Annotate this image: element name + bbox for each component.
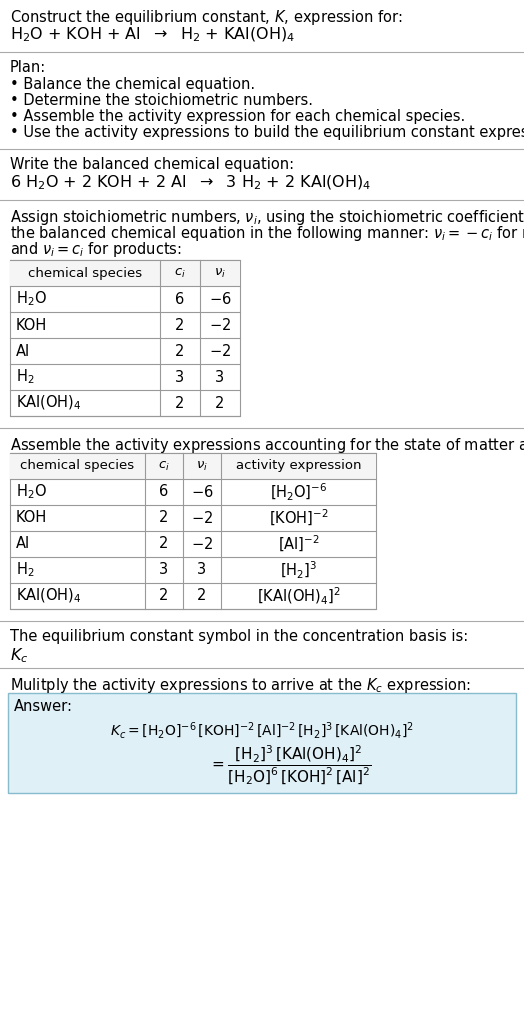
Text: $K_c$: $K_c$	[10, 646, 28, 665]
Text: chemical species: chemical species	[28, 266, 142, 280]
Text: KOH: KOH	[16, 318, 47, 333]
Text: The equilibrium constant symbol in the concentration basis is:: The equilibrium constant symbol in the c…	[10, 629, 468, 644]
Text: 2: 2	[176, 395, 184, 410]
Text: Answer:: Answer:	[14, 699, 73, 714]
Text: 3: 3	[176, 370, 184, 385]
Text: Mulitply the activity expressions to arrive at the $K_c$ expression:: Mulitply the activity expressions to arr…	[10, 676, 471, 695]
Text: 6: 6	[176, 292, 184, 306]
Text: $\nu_i$: $\nu_i$	[214, 266, 226, 280]
Text: 6: 6	[159, 485, 169, 499]
Text: Plan:: Plan:	[10, 60, 46, 75]
Text: [KAl(OH)$_4$]$^{2}$: [KAl(OH)$_4$]$^{2}$	[257, 585, 340, 606]
Text: $-2$: $-2$	[191, 510, 213, 526]
Text: 2: 2	[215, 395, 225, 410]
Text: $-2$: $-2$	[209, 343, 231, 359]
Text: 2: 2	[159, 510, 169, 526]
Bar	[10, 260, 240, 416]
Text: • Use the activity expressions to build the equilibrium constant expression.: • Use the activity expressions to build …	[10, 125, 524, 140]
Text: Write the balanced chemical equation:: Write the balanced chemical equation:	[10, 157, 294, 172]
Text: chemical species: chemical species	[20, 459, 135, 473]
Text: 2: 2	[159, 588, 169, 603]
Text: $\nu_i$: $\nu_i$	[196, 459, 208, 473]
Text: H$_2$O: H$_2$O	[16, 483, 47, 501]
Text: KAl(OH)$_4$: KAl(OH)$_4$	[16, 587, 82, 605]
Text: Construct the equilibrium constant, $K$, expression for:: Construct the equilibrium constant, $K$,…	[10, 8, 402, 27]
Text: [KOH]$^{-2}$: [KOH]$^{-2}$	[269, 507, 329, 528]
Text: Assemble the activity expressions accounting for the state of matter and $\nu_i$: Assemble the activity expressions accoun…	[10, 436, 524, 455]
Text: $-6$: $-6$	[191, 484, 213, 500]
Text: • Balance the chemical equation.: • Balance the chemical equation.	[10, 77, 255, 92]
Text: 3: 3	[198, 563, 206, 578]
Bar	[10, 453, 376, 609]
Text: • Assemble the activity expression for each chemical species.: • Assemble the activity expression for e…	[10, 109, 465, 124]
Text: $-2$: $-2$	[209, 317, 231, 333]
Text: KAl(OH)$_4$: KAl(OH)$_4$	[16, 394, 82, 412]
Text: $= \dfrac{[\mathrm{H_2}]^{3}\,[\mathrm{KAl(OH)_4}]^{2}}{[\mathrm{H_2O}]^{6}\,[\m: $= \dfrac{[\mathrm{H_2}]^{3}\,[\mathrm{K…	[209, 743, 372, 786]
Text: the balanced chemical equation in the following manner: $\nu_i = -c_i$ for react: the balanced chemical equation in the fo…	[10, 224, 524, 243]
Bar	[10, 453, 376, 479]
Text: $c_i$: $c_i$	[174, 266, 186, 280]
Bar	[10, 260, 240, 286]
Text: Al: Al	[16, 343, 30, 358]
Text: KOH: KOH	[16, 510, 47, 526]
Text: 3: 3	[215, 370, 225, 385]
Text: and $\nu_i = c_i$ for products:: and $\nu_i = c_i$ for products:	[10, 240, 182, 259]
Text: $c_i$: $c_i$	[158, 459, 170, 473]
Text: $-2$: $-2$	[191, 536, 213, 552]
Text: [H$_2$O]$^{-6}$: [H$_2$O]$^{-6}$	[270, 482, 327, 502]
Text: $-6$: $-6$	[209, 291, 231, 307]
Text: H$_2$: H$_2$	[16, 368, 35, 386]
Text: $K_c = [\mathrm{H_2O}]^{-6}\,[\mathrm{KOH}]^{-2}\,[\mathrm{Al}]^{-2}\,[\mathrm{H: $K_c = [\mathrm{H_2O}]^{-6}\,[\mathrm{KO…	[110, 721, 414, 741]
Text: H$_2$O + KOH + Al  $\rightarrow$  H$_2$ + KAl(OH)$_4$: H$_2$O + KOH + Al $\rightarrow$ H$_2$ + …	[10, 26, 295, 44]
Text: • Determine the stoichiometric numbers.: • Determine the stoichiometric numbers.	[10, 93, 313, 108]
Text: 3: 3	[159, 563, 169, 578]
Text: Al: Al	[16, 536, 30, 551]
Text: 2: 2	[176, 343, 184, 358]
Text: activity expression: activity expression	[236, 459, 361, 473]
Text: [Al]$^{-2}$: [Al]$^{-2}$	[278, 534, 319, 554]
Text: Assign stoichiometric numbers, $\nu_i$, using the stoichiometric coefficients, $: Assign stoichiometric numbers, $\nu_i$, …	[10, 208, 524, 227]
Text: 2: 2	[176, 318, 184, 333]
Text: 2: 2	[159, 536, 169, 551]
Text: 6 H$_2$O + 2 KOH + 2 Al  $\rightarrow$  3 H$_2$ + 2 KAl(OH)$_4$: 6 H$_2$O + 2 KOH + 2 Al $\rightarrow$ 3 …	[10, 174, 372, 192]
Text: H$_2$O: H$_2$O	[16, 290, 47, 308]
Text: [H$_2$]$^{3}$: [H$_2$]$^{3}$	[280, 560, 317, 581]
FancyBboxPatch shape	[8, 693, 516, 793]
Text: 2: 2	[198, 588, 206, 603]
Text: H$_2$: H$_2$	[16, 561, 35, 579]
